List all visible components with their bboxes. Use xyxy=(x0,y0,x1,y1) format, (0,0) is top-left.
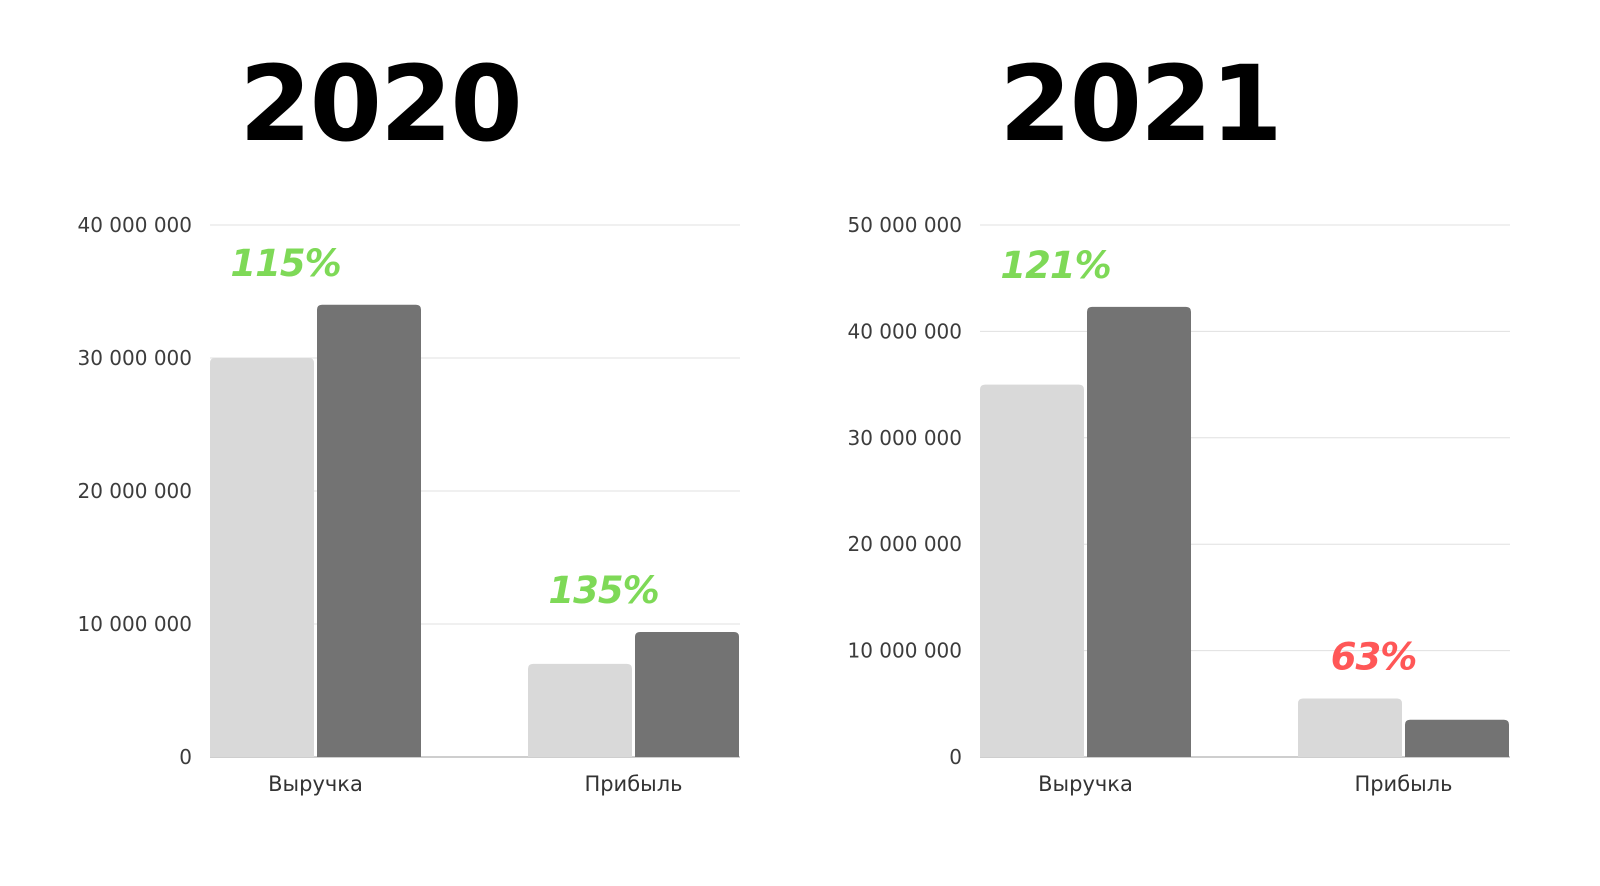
chart-panel-2021: 2021 0 10 000 000 20 000 000 30 000 000 40 0… xyxy=(770,0,1570,886)
y-tick-label: 40 000 000 xyxy=(77,213,192,237)
x-category-label: Прибыль xyxy=(584,772,682,796)
y-tick-label: 10 000 000 xyxy=(77,612,192,636)
bar-previous-1 xyxy=(1298,698,1402,757)
percent-annotation: 115% xyxy=(230,242,340,285)
y-tick-label: 0 xyxy=(949,745,962,769)
y-tick-label: 20 000 000 xyxy=(847,532,962,556)
bar-chart-2021: 0 10 000 000 20 000 000 30 000 000 40 000 00… xyxy=(847,213,1510,796)
chart-title: 2020 xyxy=(239,43,522,165)
bar-current-1 xyxy=(635,631,739,757)
y-tick-label: 50 000 000 xyxy=(847,213,962,237)
bar-previous-0 xyxy=(980,384,1084,757)
chart-title: 2021 xyxy=(999,43,1282,165)
percent-annotation: 121% xyxy=(1000,244,1110,287)
bar-current-1 xyxy=(1405,719,1509,757)
bar-previous-0 xyxy=(210,358,314,757)
y-tick-label: 20 000 000 xyxy=(77,479,192,503)
y-tick-label: 40 000 000 xyxy=(847,319,962,343)
bar-chart-2020: 0 10 000 000 20 000 000 30 000 000 40 000 00… xyxy=(77,213,740,796)
y-tick-label: 10 000 000 xyxy=(847,639,962,663)
x-category-label: Прибыль xyxy=(1354,772,1452,796)
bar-current-0 xyxy=(317,304,421,757)
x-category-label: Выручка xyxy=(268,772,363,796)
chart-panel-2020: 2020 0 10 000 000 20 000 000 30 000 000 40 0… xyxy=(77,43,740,796)
y-tick-label: 30 000 000 xyxy=(77,346,192,370)
bar-previous-1 xyxy=(528,663,632,757)
percent-annotation: 135% xyxy=(548,569,658,612)
y-tick-label: 30 000 000 xyxy=(847,426,962,450)
bar-current-0 xyxy=(1087,306,1191,757)
y-tick-label: 0 xyxy=(179,745,192,769)
x-category-label: Выручка xyxy=(1038,772,1133,796)
percent-annotation: 63% xyxy=(1331,635,1417,678)
